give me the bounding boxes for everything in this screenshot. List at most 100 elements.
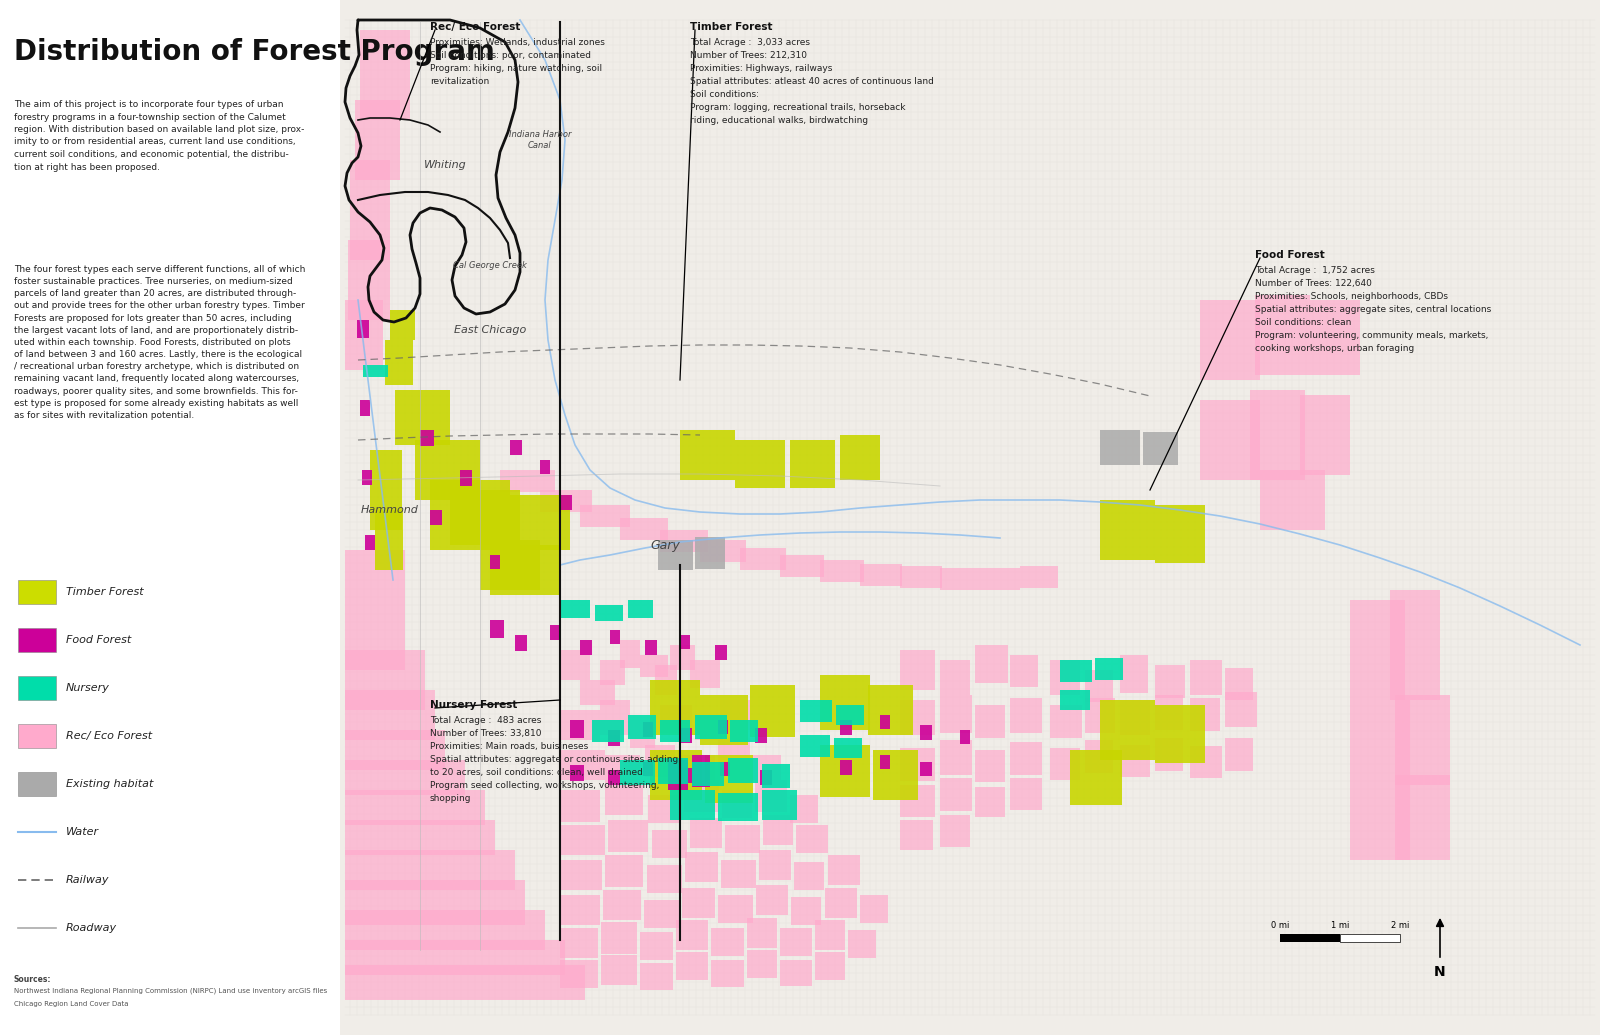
Bar bbox=[669, 760, 688, 790]
Bar bbox=[346, 850, 515, 890]
Bar bbox=[579, 680, 614, 705]
Bar bbox=[605, 855, 643, 887]
Bar bbox=[819, 560, 864, 582]
Bar bbox=[363, 365, 387, 377]
Bar bbox=[755, 728, 766, 743]
Text: Soil conditions: poor, contaminated: Soil conditions: poor, contaminated bbox=[430, 51, 590, 60]
Bar bbox=[608, 770, 621, 785]
Bar bbox=[661, 705, 691, 733]
Text: Rec/ Eco Forest: Rec/ Eco Forest bbox=[66, 731, 152, 741]
Text: Hammond: Hammond bbox=[362, 505, 419, 515]
Bar bbox=[490, 620, 504, 638]
Bar bbox=[797, 825, 829, 853]
Bar bbox=[346, 790, 485, 825]
Bar bbox=[346, 940, 565, 975]
Text: revitalization: revitalization bbox=[430, 77, 490, 86]
Bar bbox=[1155, 666, 1186, 698]
Bar bbox=[461, 470, 472, 486]
Bar bbox=[880, 715, 890, 729]
Text: Proximities: Highways, railways: Proximities: Highways, railways bbox=[690, 64, 832, 73]
Bar bbox=[1059, 660, 1091, 682]
Bar bbox=[360, 400, 370, 416]
Bar bbox=[781, 555, 824, 576]
Bar bbox=[680, 755, 715, 783]
Bar bbox=[1395, 775, 1450, 860]
Bar bbox=[653, 830, 686, 858]
Bar bbox=[979, 568, 1021, 590]
Bar bbox=[1142, 432, 1178, 465]
Text: Number of Trees: 212,310: Number of Trees: 212,310 bbox=[690, 51, 806, 60]
Bar bbox=[419, 430, 434, 446]
Bar bbox=[899, 820, 933, 850]
Bar bbox=[1085, 670, 1114, 702]
Text: Nursery: Nursery bbox=[66, 683, 110, 693]
Text: Food Forest: Food Forest bbox=[66, 635, 131, 645]
Text: shopping: shopping bbox=[430, 794, 472, 803]
Bar bbox=[1250, 390, 1306, 480]
Bar bbox=[675, 920, 707, 950]
Bar bbox=[608, 730, 621, 746]
Text: Chicago Region Land Cover Data: Chicago Region Land Cover Data bbox=[14, 1001, 128, 1007]
Bar bbox=[490, 555, 499, 569]
Bar bbox=[800, 735, 830, 757]
Text: Spatial attributes: atleast 40 acres of continuous land: Spatial attributes: atleast 40 acres of … bbox=[690, 77, 934, 86]
Bar bbox=[840, 720, 851, 735]
Bar bbox=[685, 852, 718, 882]
Bar bbox=[18, 676, 56, 700]
Text: Proximities: Wetlands, industrial zones: Proximities: Wetlands, industrial zones bbox=[430, 38, 605, 47]
Bar bbox=[480, 540, 541, 590]
Bar bbox=[760, 770, 771, 785]
Bar bbox=[630, 720, 654, 748]
Bar bbox=[747, 918, 778, 948]
Bar bbox=[730, 720, 758, 742]
Bar bbox=[701, 694, 749, 745]
Bar bbox=[670, 645, 694, 670]
Bar bbox=[346, 300, 382, 369]
Bar bbox=[490, 545, 560, 595]
Bar bbox=[1059, 690, 1090, 710]
Bar bbox=[1190, 746, 1222, 778]
Bar bbox=[819, 745, 870, 797]
Bar bbox=[1101, 430, 1139, 465]
Bar bbox=[826, 888, 858, 918]
Bar bbox=[595, 605, 622, 621]
Bar bbox=[414, 440, 480, 500]
Bar bbox=[650, 750, 702, 800]
Bar bbox=[18, 772, 56, 796]
Bar bbox=[691, 762, 723, 786]
Bar bbox=[360, 30, 410, 120]
Bar bbox=[1050, 660, 1080, 694]
Bar bbox=[570, 765, 584, 781]
Bar bbox=[840, 760, 851, 775]
Bar bbox=[603, 890, 642, 920]
Bar bbox=[1085, 698, 1115, 733]
Bar bbox=[960, 730, 970, 744]
Text: Program: volunteering, community meals, markets,: Program: volunteering, community meals, … bbox=[1254, 331, 1488, 341]
Bar bbox=[640, 932, 674, 960]
Bar bbox=[1010, 778, 1042, 810]
Bar bbox=[941, 694, 973, 733]
Bar bbox=[899, 748, 934, 781]
Bar bbox=[570, 720, 584, 738]
Text: Total Acrage :  3,033 acres: Total Acrage : 3,033 acres bbox=[690, 38, 810, 47]
Text: Proximities: Schools, neighborhoods, CBDs: Proximities: Schools, neighborhoods, CBD… bbox=[1254, 292, 1448, 301]
Bar bbox=[725, 825, 760, 853]
Bar bbox=[694, 715, 726, 739]
Bar bbox=[640, 655, 669, 677]
Bar bbox=[1350, 780, 1410, 860]
Bar bbox=[640, 963, 674, 990]
Bar bbox=[1155, 705, 1205, 763]
Bar bbox=[941, 815, 970, 847]
Bar bbox=[374, 510, 403, 570]
Bar bbox=[814, 952, 845, 980]
Bar bbox=[627, 715, 656, 739]
Text: The aim of this project is to incorporate four types of urban
forestry programs : The aim of this project is to incorporat… bbox=[14, 100, 304, 172]
Bar bbox=[1341, 934, 1400, 942]
Bar bbox=[691, 755, 710, 787]
Bar bbox=[645, 640, 658, 655]
Bar bbox=[661, 530, 707, 552]
Bar bbox=[680, 768, 691, 783]
Bar bbox=[758, 850, 790, 880]
Bar bbox=[560, 860, 602, 890]
Text: Roadway: Roadway bbox=[66, 923, 117, 933]
